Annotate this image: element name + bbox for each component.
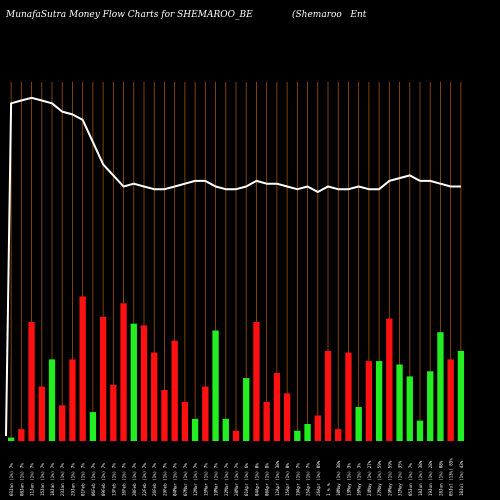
x-tick-label: 29May (1%) 59% (387, 460, 392, 496)
volume-bar (79, 296, 86, 441)
volume-bar (38, 386, 45, 441)
chart-title: MunafaSutra Money Flow Charts for SHEMAR… (6, 10, 253, 20)
x-tick-label: 25Apr (1%) 7% (306, 463, 311, 496)
money-flow-line-layer (5, 96, 461, 437)
x-tick-label: 19Mar (1%) 7% (214, 463, 219, 496)
volume-bar (59, 405, 66, 441)
volume-bar (69, 359, 76, 441)
volume-bar (304, 424, 311, 441)
x-tick-label: 26Apr (1%) 09% (316, 460, 321, 496)
volume-bar (457, 350, 465, 441)
x-tick-label: 08Jan (1%) 7% (19, 463, 24, 496)
x-tick-label: 09Feb (1%) 7% (101, 463, 106, 496)
x-tick-label: 29Jan (1%) 7% (70, 463, 75, 496)
x-tick-label: 15Jan (1%) 7% (40, 463, 45, 496)
volume-bar (212, 330, 219, 441)
x-tick-label: 15Apr (1%) 0% (285, 463, 290, 496)
x-tick-label: 20Feb (1%) 7% (132, 463, 137, 496)
volume-bar (253, 322, 260, 441)
volume-bar (120, 303, 127, 441)
volume-bar (273, 373, 281, 441)
volume-bar (263, 401, 270, 441)
x-tick-label: 07Mar (1%) 7% (183, 463, 188, 496)
x-tick-label: 08Apr (1%) 8% (265, 463, 270, 496)
x-tick-label: 27May (1%) 59% (377, 460, 382, 496)
x-tick-label: 16Feb (1%) 7% (122, 463, 127, 496)
x-tick-label: 29Feb (1%) 7% (162, 463, 167, 496)
volume-bar (283, 393, 291, 441)
x-tick-label: 28Jun (1%) 08% (438, 460, 443, 496)
volume-bar (345, 352, 352, 441)
x-tick-label: 31May (1%) 35% (398, 460, 403, 496)
x-tick-label: 16May (1%) 3% (357, 463, 362, 496)
x-tick-label: 13May (1%) 3% (346, 463, 351, 496)
volume-bar (335, 429, 342, 441)
volume-bar (140, 325, 148, 441)
x-tick-label: 03Jan (1%) 7% (9, 463, 14, 496)
x-tick-label: 19Apr (1%) 7% (295, 463, 300, 496)
x-tick-label: 23Jan (1%) 7% (60, 463, 65, 496)
volume-bar (406, 376, 413, 441)
x-tick-label: 05Jul (13%) 85% (449, 458, 454, 496)
volume-bar (437, 332, 444, 441)
company-name: (Shemaroo Ent (292, 10, 367, 20)
volume-bar (375, 361, 383, 441)
volume-bar (447, 359, 454, 441)
x-tick-label: 04Apr (1%) 0% (254, 463, 259, 496)
x-tick-label: 05Jun (1%) 7% (408, 463, 413, 496)
volume-bar (396, 364, 403, 441)
x-tick-label: 18Jan (1%) 7% (50, 463, 55, 496)
x-tick-label: 01Apr (1%) 6% (244, 463, 249, 496)
volume-bar (191, 418, 199, 441)
x-tick-label: 19Jun (1%) 28% (428, 460, 433, 496)
volume-bar (110, 384, 117, 441)
x-tick-label: 01Feb (1%) 7% (81, 463, 86, 496)
x-tick-labels: 18Jul (1%) 43% 05Jul (13%) 85% 28Jun (1%) … (9, 458, 464, 496)
x-tick-label: 06Feb (1%) 7% (91, 463, 96, 496)
volume-bar (7, 437, 15, 441)
volume-bar (314, 415, 321, 441)
grid-lines (10, 82, 462, 441)
x-tick-label: 04Mar (1%) 7% (173, 463, 178, 496)
x-tick-label: 12Apr (1%) 38% (275, 460, 280, 496)
x-tick-label: 12Mar (1%) 7% (193, 463, 198, 496)
volume-bar (89, 412, 97, 441)
volume-bar (294, 430, 301, 441)
money-flow-line (5, 96, 461, 437)
volume-bar (99, 316, 107, 441)
volume-bar (151, 352, 158, 441)
x-tick-label: 18Jun (1%) 38% (418, 460, 423, 496)
x-tick-label: 13Feb (1%) 7% (111, 463, 116, 496)
volume-bar (48, 359, 56, 441)
volume-bar (427, 371, 434, 441)
x-tick-label: 22Mar (1%) 7% (224, 463, 229, 496)
volume-bar (161, 390, 168, 441)
volume-bar (386, 318, 393, 441)
volume-bar (324, 350, 332, 441)
x-tick-label: 26Feb (1%) 7% (152, 463, 157, 496)
volume-bar (416, 420, 424, 441)
x-tick-label: 11Jan (1%) 7% (30, 463, 35, 496)
volume-bar (181, 401, 189, 441)
x-tick-label: 28Mar (1%) 7% (234, 463, 239, 496)
x-tick-label: 18Jul (1%) 43% (459, 460, 464, 496)
volume-bar (232, 430, 240, 441)
volume-bar (365, 361, 373, 441)
volume-bar (171, 340, 178, 441)
volume-bar (202, 386, 209, 441)
volume-bar (28, 322, 35, 441)
x-tick-label: 1 % % (326, 483, 331, 496)
x-tick-label: 10May (1%) 38% (336, 460, 341, 496)
volume-bar (243, 378, 250, 441)
volume-bar (130, 323, 137, 441)
x-tick-label: 24May (1%) 27% (367, 460, 372, 496)
x-tick-label: 22Feb (1%) 7% (142, 463, 147, 496)
x-tick-label: 15Mar (1%) 7% (203, 463, 208, 496)
volume-bars (7, 296, 465, 441)
volume-bar (355, 407, 362, 441)
volume-bar (222, 418, 229, 441)
volume-bar (18, 429, 25, 441)
